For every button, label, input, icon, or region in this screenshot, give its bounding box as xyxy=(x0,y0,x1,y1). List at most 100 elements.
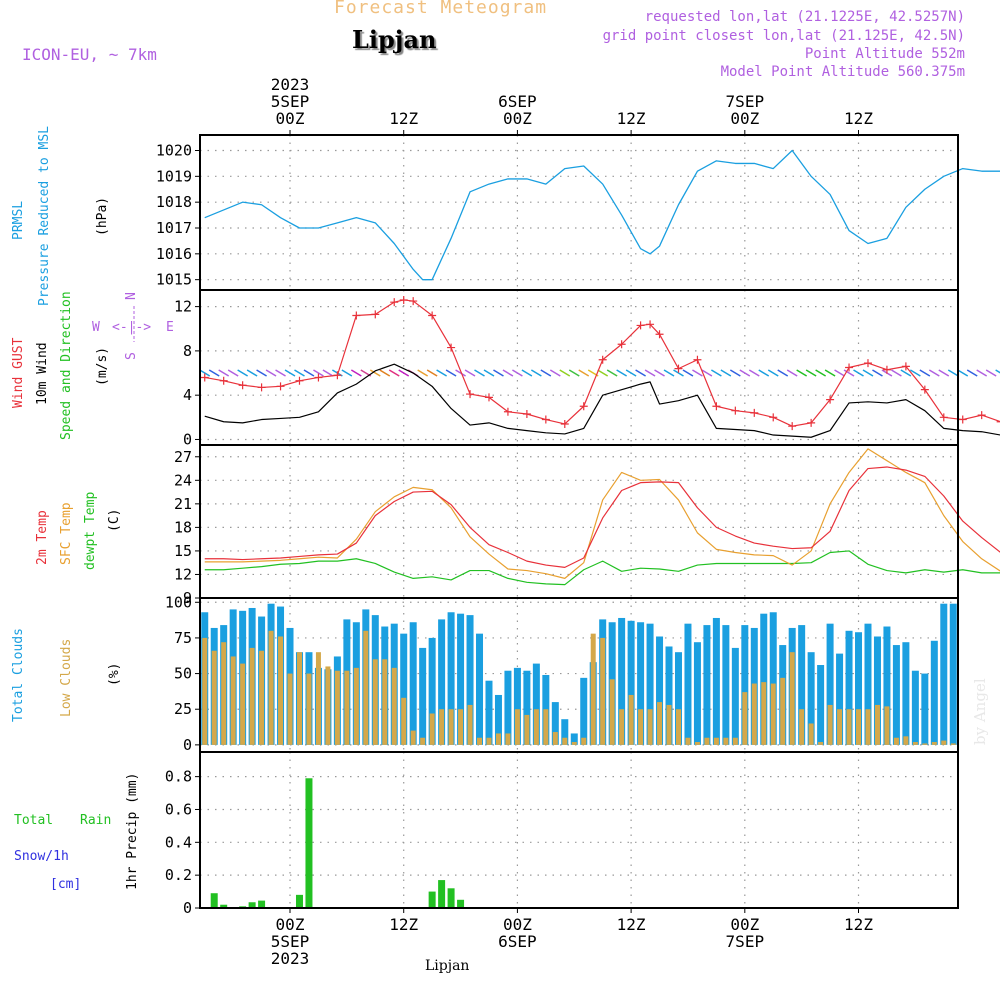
bottom-time-label: 00Z xyxy=(276,915,305,934)
low-clouds-bar xyxy=(581,737,587,745)
wind-direction-arrow xyxy=(256,369,267,377)
wind-gust-marker xyxy=(655,330,664,339)
total-clouds-bar xyxy=(693,642,701,745)
wind-direction-arrow xyxy=(313,369,324,377)
top-time-label: 6SEP xyxy=(498,92,537,111)
total-clouds-bar xyxy=(618,617,626,745)
total-clouds-bar xyxy=(911,670,919,745)
wind-direction-arrow xyxy=(474,369,485,377)
wind-direction-arrow xyxy=(493,369,504,377)
top-time-label: 7SEP xyxy=(726,92,765,111)
wind-direction-arrow xyxy=(786,369,798,377)
y-tick-label: 1016 xyxy=(156,245,192,263)
low-clouds-bar xyxy=(893,737,899,745)
total-clouds-bar xyxy=(703,625,711,745)
total-clouds-bar xyxy=(684,623,692,745)
bottom-time-label: 12Z xyxy=(844,915,873,934)
wind-direction-arrow xyxy=(237,369,249,377)
y-tick-label: 0 xyxy=(183,899,192,917)
wind-gust-marker xyxy=(750,408,759,417)
low-clouds-bar xyxy=(571,742,577,745)
low-clouds-bar xyxy=(638,709,644,745)
bottom-time-label: 00Z xyxy=(730,915,759,934)
low-clouds-bar xyxy=(685,737,691,745)
low-clouds-bar xyxy=(884,706,890,745)
top-time-label: 2023 xyxy=(271,75,310,94)
wind-direction-arrow xyxy=(966,369,978,377)
wind-direction-arrow xyxy=(862,369,874,377)
y-tick-label: 15 xyxy=(174,542,192,560)
total-clouds-bar xyxy=(807,652,815,745)
low-clouds-bar xyxy=(713,737,719,745)
low-clouds-bar xyxy=(619,709,625,745)
wind-gust-marker xyxy=(693,355,702,364)
y-tick-label: 0.2 xyxy=(165,866,192,884)
grid-layer xyxy=(200,135,958,909)
wind-direction-arrow xyxy=(682,369,694,377)
location-title: Lipjan xyxy=(352,25,437,54)
y-tick-label: 100 xyxy=(165,593,192,611)
low-clouds-bar xyxy=(751,683,757,745)
top-time-label: 00Z xyxy=(503,109,532,128)
panel-frame-wind xyxy=(199,289,959,446)
panel-frame-clouds xyxy=(199,597,959,753)
low-clouds-bar xyxy=(259,650,265,745)
low-clouds-bar xyxy=(941,740,947,745)
low-clouds-bar xyxy=(240,663,246,745)
wind-direction-arrow xyxy=(265,369,277,377)
wind-direction-arrow xyxy=(853,369,864,377)
low-clouds-bar xyxy=(363,630,369,745)
wind-direction-arrow xyxy=(369,369,381,377)
series-sfc-temp xyxy=(204,448,1000,579)
info-gridpoint: grid point closest lon,lat (21.125E, 42.… xyxy=(602,28,965,44)
low-clouds-bar xyxy=(846,709,852,745)
low-clouds-bar xyxy=(562,737,568,745)
low-clouds-bar xyxy=(401,697,407,745)
total-clouds-bar xyxy=(438,619,446,745)
wind-direction-arrow xyxy=(644,369,656,377)
wind-direction-arrow xyxy=(502,369,514,377)
total-clouds-bar xyxy=(570,733,578,745)
wind-direction-arrow xyxy=(540,369,552,377)
series-2m-temp xyxy=(204,466,1000,569)
low-clouds-bar xyxy=(382,659,388,745)
wind-gust-marker xyxy=(466,390,475,399)
wind-direction-arrow xyxy=(947,369,959,377)
wind-direction-arrow xyxy=(227,369,239,377)
wind-gust-marker xyxy=(939,413,948,422)
low-clouds-bar xyxy=(628,694,634,745)
wind-direction-arrow xyxy=(199,369,211,377)
total-clouds-bar xyxy=(551,702,559,745)
y-tick-label: 18 xyxy=(174,518,192,536)
wind-direction-arrow xyxy=(398,369,410,377)
wind-direction-arrow xyxy=(464,369,476,377)
low-clouds-bar xyxy=(306,673,312,745)
wind-direction-arrow xyxy=(891,369,902,377)
y-tick-label: 0 xyxy=(183,736,192,754)
info-model-altitude: Model Point Altitude 560.375m xyxy=(720,64,965,80)
rain-bar xyxy=(438,880,446,908)
low-clouds-bar xyxy=(808,723,814,745)
wind-direction-arrow xyxy=(872,369,883,377)
total-clouds-bar xyxy=(447,612,455,745)
wind-gust-marker xyxy=(200,373,209,382)
y-tick-label: 0.6 xyxy=(165,800,192,818)
low-clouds-bar xyxy=(249,647,255,745)
low-clouds-bar xyxy=(353,667,359,745)
y-tick-label: 24 xyxy=(174,471,192,489)
wind-direction-arrow xyxy=(606,369,618,377)
wind-direction-arrow xyxy=(663,369,675,377)
low-clouds-bar xyxy=(325,666,331,745)
total-clouds-bar xyxy=(646,623,654,745)
top-time-label: 5SEP xyxy=(271,92,310,111)
label-prmsl: PRMSL xyxy=(11,201,26,240)
wind-direction-arrow xyxy=(985,369,997,377)
top-time-label: 12Z xyxy=(389,109,418,128)
wind-direction-arrow xyxy=(483,369,495,377)
bottom-time-label: 5SEP xyxy=(271,932,310,951)
y-tick-label: 8 xyxy=(183,342,192,360)
label-1hr-precip: 1hr Precip (mm) xyxy=(125,773,140,890)
total-clouds-bar xyxy=(457,613,465,745)
low-clouds-bar xyxy=(410,730,416,745)
wind-gust-marker xyxy=(428,311,437,320)
